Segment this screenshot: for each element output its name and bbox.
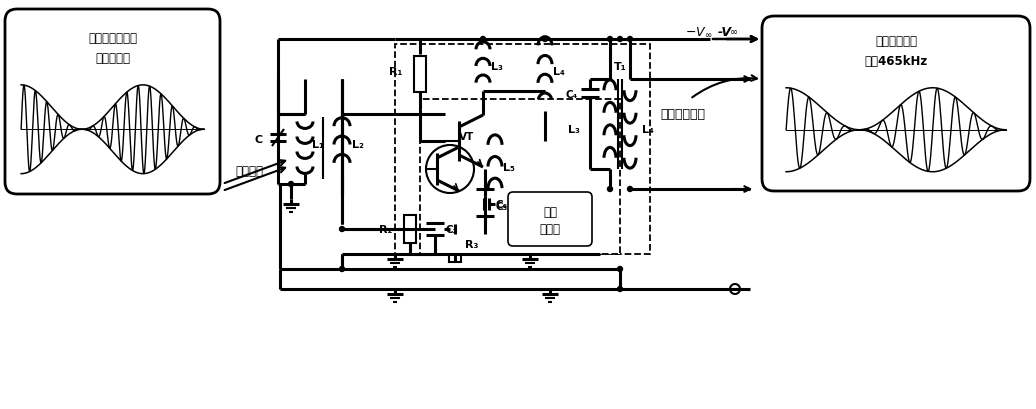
Text: T₁: T₁ (613, 62, 627, 72)
Circle shape (340, 227, 345, 232)
Text: L₁: L₁ (312, 139, 324, 150)
FancyBboxPatch shape (508, 193, 592, 246)
Text: $-V_{\infty}$: $-V_{\infty}$ (685, 25, 712, 38)
Text: 中频465kHz: 中频465kHz (864, 55, 927, 68)
Text: R₁: R₁ (388, 67, 402, 77)
Text: C: C (255, 135, 263, 145)
Text: 去中频放大管: 去中频放大管 (660, 108, 706, 121)
Circle shape (543, 37, 547, 43)
Bar (414, 57, 426, 93)
Circle shape (628, 187, 633, 192)
Bar (420, 100, 620, 254)
Circle shape (628, 37, 633, 43)
Text: 检波频率变成: 检波频率变成 (875, 35, 917, 48)
Text: 谐振于天空传输: 谐振于天空传输 (88, 32, 137, 45)
FancyBboxPatch shape (5, 10, 220, 195)
Bar (404, 216, 416, 243)
Text: L₄: L₄ (642, 125, 654, 135)
Text: R₂: R₂ (378, 225, 392, 234)
Text: 的载波信号: 的载波信号 (95, 52, 130, 65)
Text: R₃: R₃ (465, 239, 479, 249)
Circle shape (288, 182, 293, 187)
Circle shape (617, 267, 623, 272)
Circle shape (481, 37, 486, 43)
Text: C₂: C₂ (445, 225, 457, 234)
Text: 本机: 本机 (543, 206, 557, 219)
Text: ∞: ∞ (730, 27, 738, 37)
Text: 谐振回路: 谐振回路 (235, 165, 263, 178)
Text: L₃: L₃ (491, 62, 502, 72)
Circle shape (607, 187, 612, 192)
Circle shape (617, 287, 623, 292)
Circle shape (607, 37, 612, 43)
Text: L₂: L₂ (352, 139, 364, 150)
Text: L₃: L₃ (568, 125, 580, 135)
Text: C₆: C₆ (495, 200, 508, 209)
Text: L₅: L₅ (503, 163, 515, 173)
Bar (395, 45, 650, 254)
FancyBboxPatch shape (762, 17, 1030, 191)
Circle shape (340, 267, 345, 272)
Text: 振荡器: 振荡器 (540, 223, 560, 236)
Text: C₄: C₄ (566, 90, 578, 100)
Bar (449, 234, 461, 262)
Text: C₃: C₃ (495, 202, 508, 211)
Text: VT: VT (459, 132, 474, 142)
Text: -V: -V (718, 25, 732, 38)
Circle shape (617, 37, 623, 43)
Text: L₄: L₄ (553, 67, 565, 77)
